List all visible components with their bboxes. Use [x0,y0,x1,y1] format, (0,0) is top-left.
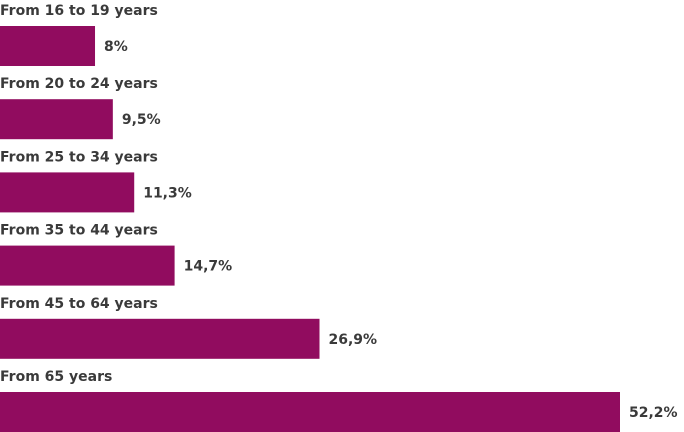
value-label: 52,2% [629,405,678,421]
bar [0,392,620,432]
value-label: 11,3% [143,185,192,201]
value-label: 14,7% [184,259,233,275]
category-label: From 35 to 44 years [0,223,158,239]
category-label: From 25 to 34 years [0,149,158,165]
category-label: From 45 to 64 years [0,296,158,312]
bar [0,99,113,140]
category-label: From 20 to 24 years [0,76,158,92]
value-label: 8% [104,39,128,55]
bar [0,318,320,359]
value-label: 26,9% [329,332,378,348]
value-label: 9,5% [122,112,161,128]
bar [0,172,135,213]
bar [0,245,175,286]
category-label: From 65 years [0,369,112,385]
bar [0,26,96,66]
category-label: From 16 to 19 years [0,3,158,19]
